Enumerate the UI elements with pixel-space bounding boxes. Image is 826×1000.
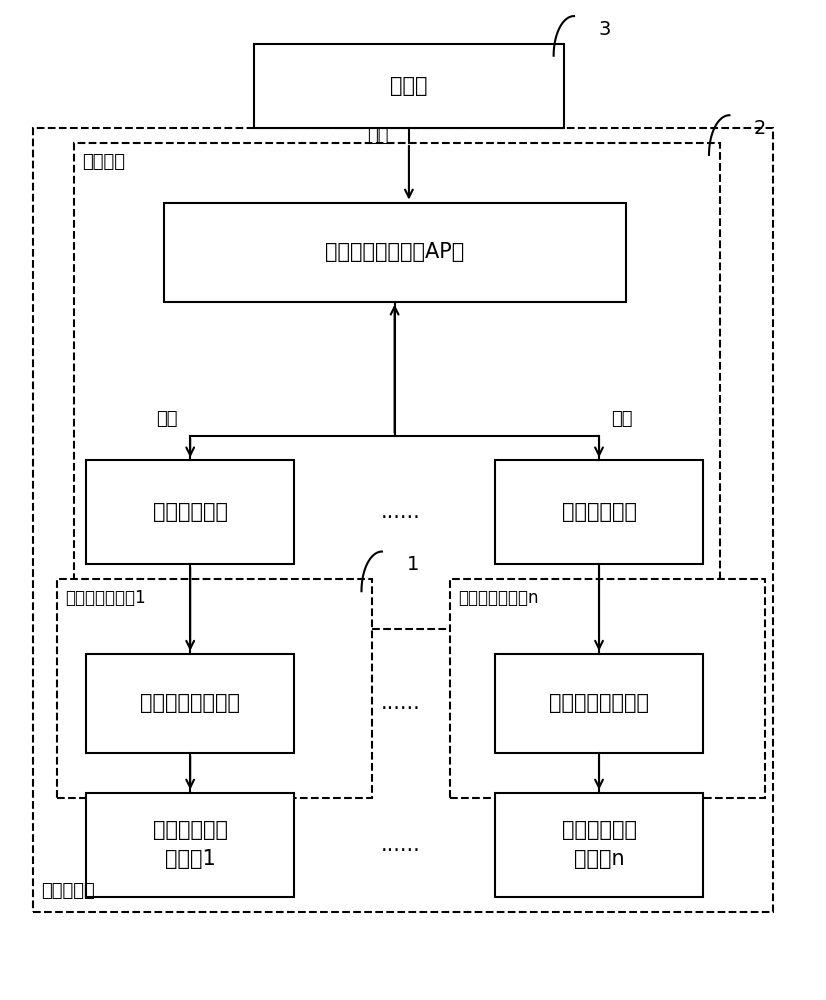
Text: 通信节点单元: 通信节点单元 — [562, 502, 637, 522]
Bar — [450, 579, 765, 798]
Text: 加速器中电压
待测点1: 加速器中电压 待测点1 — [153, 820, 228, 869]
Text: 无线: 无线 — [156, 410, 178, 428]
Text: 数据库: 数据库 — [390, 76, 428, 96]
Bar — [57, 579, 373, 798]
Bar — [164, 203, 625, 302]
Text: 网线: 网线 — [367, 127, 388, 145]
Text: 节点电压检测器n: 节点电压检测器n — [458, 589, 539, 607]
Text: 节点电压检测器1: 节点电压检测器1 — [65, 589, 146, 607]
Text: ......: ...... — [381, 693, 420, 713]
Bar — [86, 460, 294, 564]
Text: 节点网络: 节点网络 — [82, 153, 125, 171]
Text: 3: 3 — [599, 20, 611, 39]
Bar — [495, 654, 703, 753]
Text: ......: ...... — [381, 502, 420, 522]
Text: 通信节点单元: 通信节点单元 — [153, 502, 228, 522]
Bar — [254, 44, 564, 128]
Bar — [495, 793, 703, 897]
Text: 无线: 无线 — [611, 410, 633, 428]
Text: 加速器中电压
待测点n: 加速器中电压 待测点n — [562, 820, 637, 869]
Bar — [86, 793, 294, 897]
Text: 网络接入点单元（AP）: 网络接入点单元（AP） — [325, 242, 464, 262]
Text: 2: 2 — [754, 119, 767, 138]
Text: 加速器钐桶: 加速器钐桶 — [41, 882, 95, 900]
Text: ......: ...... — [381, 835, 420, 855]
Bar — [33, 128, 773, 912]
Text: 电压调理采样电路: 电压调理采样电路 — [549, 693, 649, 713]
Bar — [74, 143, 719, 629]
Text: 电压调理采样电路: 电压调理采样电路 — [140, 693, 240, 713]
Text: 1: 1 — [406, 555, 419, 574]
Bar — [86, 654, 294, 753]
Bar — [495, 460, 703, 564]
